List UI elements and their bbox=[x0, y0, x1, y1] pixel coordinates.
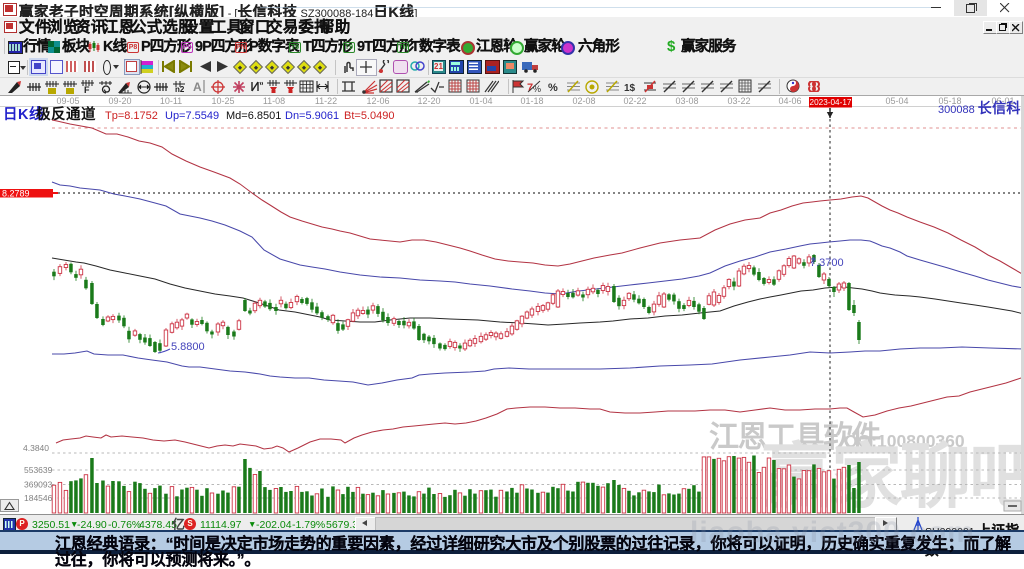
svg-text:7.3700: 7.3700 bbox=[810, 257, 844, 269]
svg-text:%: % bbox=[548, 82, 558, 93]
svg-text:300088 长信科技: 300088 长信科技 bbox=[938, 100, 1024, 116]
svg-text:n2: n2 bbox=[175, 85, 185, 93]
svg-text:江恩工具软件: 江恩工具软件 bbox=[709, 421, 881, 454]
svg-text:QQ:100800360: QQ:100800360 bbox=[844, 431, 965, 451]
svg-text:09-20: 09-20 bbox=[108, 96, 131, 106]
svg-text:极反通道: 极反通道 bbox=[36, 105, 96, 123]
svg-text:02-22: 02-22 bbox=[623, 96, 646, 106]
svg-text:4.3840: 4.3840 bbox=[23, 443, 49, 453]
svg-text:09-05: 09-05 bbox=[56, 96, 79, 106]
svg-text:7: 7 bbox=[527, 82, 533, 93]
svg-text:10-25: 10-25 bbox=[211, 96, 234, 106]
svg-text:12-06: 12-06 bbox=[366, 96, 389, 106]
svg-text:2023-04-17: 2023-04-17 bbox=[810, 98, 852, 107]
svg-text:05-18: 05-18 bbox=[938, 96, 961, 106]
svg-text:Bt=5.0490: Bt=5.0490 bbox=[344, 110, 394, 122]
svg-text:1$: 1$ bbox=[624, 83, 636, 93]
svg-text:04-06: 04-06 bbox=[778, 96, 801, 106]
svg-text:01-18: 01-18 bbox=[520, 96, 543, 106]
svg-text:02-08: 02-08 bbox=[572, 96, 595, 106]
svg-text:5.8800: 5.8800 bbox=[171, 341, 205, 353]
svg-text:184546: 184546 bbox=[24, 493, 53, 503]
svg-text:F: F bbox=[84, 85, 90, 94]
svg-text:日K线: 日K线 bbox=[3, 105, 44, 123]
svg-text:A: A bbox=[193, 80, 202, 93]
svg-text:11-22: 11-22 bbox=[315, 96, 337, 106]
svg-text:Dn=5.9061: Dn=5.9061 bbox=[285, 110, 339, 122]
svg-text:01-04: 01-04 bbox=[469, 96, 492, 106]
svg-text:11-08: 11-08 bbox=[263, 96, 285, 106]
svg-text:03-08: 03-08 bbox=[675, 96, 698, 106]
svg-text:369093: 369093 bbox=[24, 480, 53, 490]
svg-text:553639: 553639 bbox=[24, 465, 53, 475]
svg-text:10-11: 10-11 bbox=[160, 96, 182, 106]
svg-text:03-22: 03-22 bbox=[727, 96, 750, 106]
svg-text:%: % bbox=[533, 84, 541, 93]
svg-text:Md=6.8501: Md=6.8501 bbox=[226, 110, 281, 122]
svg-text:05-04: 05-04 bbox=[885, 96, 908, 106]
svg-text:赢家聊吧: 赢家聊吧 bbox=[762, 438, 1024, 515]
svg-text:12-20: 12-20 bbox=[417, 96, 440, 106]
svg-text:8.2789: 8.2789 bbox=[2, 189, 30, 199]
svg-text:Tp=8.1752: Tp=8.1752 bbox=[105, 110, 158, 122]
svg-text:06-01: 06-01 bbox=[991, 96, 1014, 106]
svg-text:Up=7.5549: Up=7.5549 bbox=[165, 110, 219, 122]
